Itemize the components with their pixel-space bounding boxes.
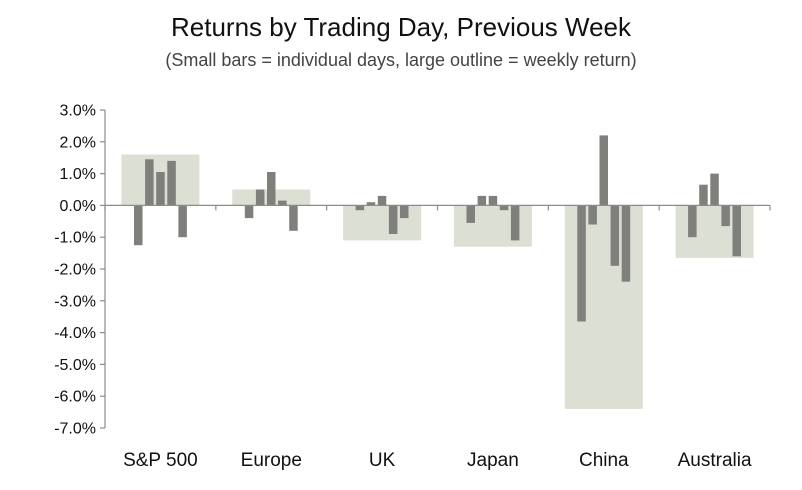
daily-bar	[388, 205, 398, 234]
daily-bar	[466, 205, 475, 223]
y-tick-label: -2.0%	[54, 262, 96, 279]
daily-bar	[400, 205, 409, 219]
x-tick-label: China	[579, 450, 629, 471]
weekly-bar	[453, 205, 532, 247]
daily-bar	[699, 184, 708, 206]
x-tick-label: Japan	[467, 450, 519, 471]
daily-bar	[289, 205, 298, 231]
daily-bar	[178, 205, 187, 238]
daily-bar	[688, 205, 697, 238]
chart-title: Returns by Trading Day, Previous Week	[170, 12, 631, 42]
y-tick-label: 1.0%	[60, 166, 96, 183]
weekly-bar	[343, 205, 422, 241]
daily-bar	[355, 205, 365, 211]
daily-bar	[599, 135, 608, 206]
x-tick-label: S&P 500	[123, 450, 198, 471]
daily-bar	[244, 205, 254, 219]
daily-bar	[278, 200, 287, 206]
daily-bar	[732, 205, 741, 257]
x-tick-label: Europe	[241, 450, 302, 471]
y-tick-label: -1.0%	[54, 230, 96, 247]
y-tick-label: -3.0%	[54, 293, 96, 310]
x-tick-label: UK	[369, 450, 396, 471]
daily-bar	[377, 195, 387, 206]
daily-bar	[267, 172, 276, 206]
daily-bar	[621, 205, 631, 282]
y-tick-label: -5.0%	[54, 357, 96, 374]
y-tick-label: 0.0%	[60, 198, 96, 215]
daily-bar	[255, 189, 265, 206]
daily-bar	[156, 172, 165, 206]
daily-bar	[366, 202, 376, 206]
weekly-bar	[564, 205, 643, 409]
y-tick-label: -4.0%	[54, 325, 96, 342]
daily-bar	[477, 195, 487, 206]
y-tick-label: -6.0%	[54, 389, 96, 406]
axis-labels: S&P 500 Europe UK Japan China Australia 3.0% 2.…	[54, 103, 752, 472]
chart-subtitle: (Small bars = individual days, large out…	[165, 50, 637, 70]
daily-bar	[721, 205, 730, 227]
axes	[100, 109, 771, 429]
weekly-bars	[121, 154, 754, 409]
y-tick-label: 2.0%	[60, 134, 96, 151]
daily-bar	[134, 205, 143, 246]
y-tick-label: -7.0%	[54, 421, 96, 438]
x-tick-label: Australia	[678, 450, 752, 471]
weekly-bar	[675, 205, 754, 258]
daily-bars	[134, 135, 741, 322]
daily-bar	[488, 195, 498, 206]
daily-bar	[588, 205, 597, 225]
daily-bar	[145, 159, 154, 206]
daily-bar	[167, 160, 176, 206]
daily-bar	[710, 173, 719, 206]
daily-bar	[499, 205, 509, 211]
daily-bar	[610, 205, 620, 266]
daily-bar	[577, 205, 586, 322]
y-tick-label: 3.0%	[60, 103, 96, 120]
daily-bar	[510, 205, 520, 241]
